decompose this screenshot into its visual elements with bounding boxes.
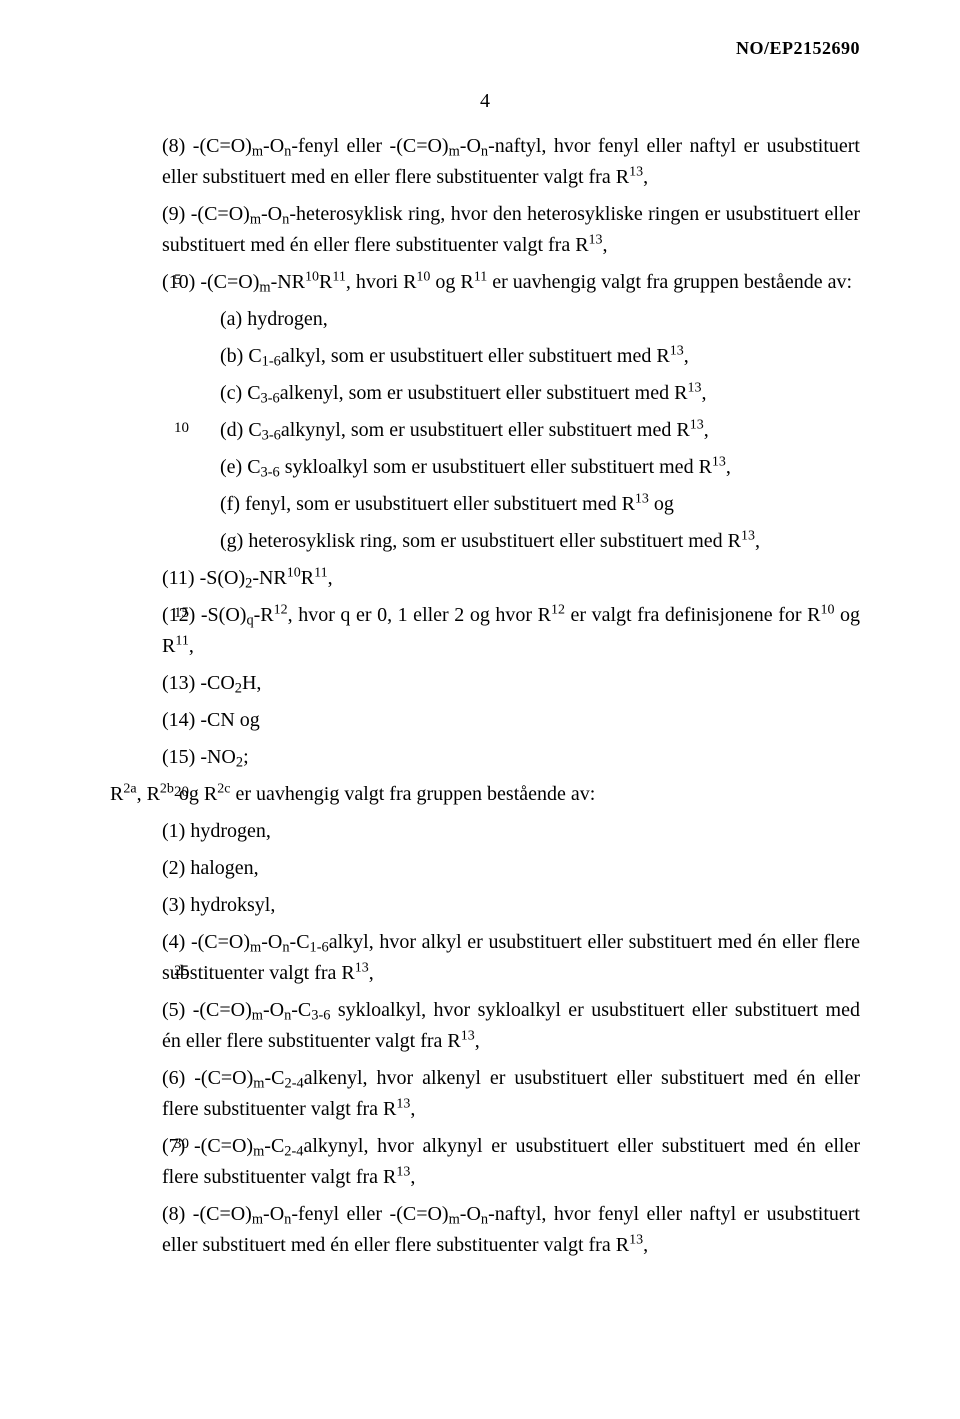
para-r2: R2a, R2b og R2c er uavhengig valgt fra g… — [110, 779, 860, 810]
para-c: (c) C3-6alkenyl, som er usubstituert ell… — [110, 378, 860, 409]
para-9: (9) -(C=O)m-On-heterosyklisk ring, hvor … — [110, 199, 860, 261]
para-13: (13) -CO2H, — [110, 668, 860, 699]
para-e: (e) C3-6 sykloalkyl som er usubstituert … — [110, 452, 860, 483]
para-q3: (3) hydroksyl, — [110, 890, 860, 921]
para-12: (12) -S(O)q-R12, hvor q er 0, 1 eller 2 … — [110, 600, 860, 662]
line-marker-25: 25 — [174, 960, 189, 983]
doc-id: NO/EP2152690 — [736, 38, 860, 59]
line-marker-5: 5 — [174, 269, 182, 292]
content: (8) -(C=O)m-On-fenyl eller -(C=O)m-On-na… — [110, 131, 860, 1261]
para-8: (8) -(C=O)m-On-fenyl eller -(C=O)m-On-na… — [110, 131, 860, 193]
para-q5: (5) -(C=O)m-On-C3-6 sykloalkyl, hvor syk… — [110, 995, 860, 1057]
para-q7: (7) -(C=O)m-C2-4alkynyl, hvor alkynyl er… — [110, 1131, 860, 1193]
para-d: (d) C3-6alkynyl, som er usubstituert ell… — [110, 415, 860, 446]
para-q4: (4) -(C=O)m-On-C1-6alkyl, hvor alkyl er … — [110, 927, 860, 989]
para-g: (g) heterosyklisk ring, som er usubstitu… — [110, 526, 860, 557]
para-q1: (1) hydrogen, — [110, 816, 860, 847]
line-marker-10: 10 — [174, 417, 189, 440]
para-15: (15) -NO2; — [110, 742, 860, 773]
line-marker-30: 30 — [174, 1133, 189, 1156]
para-q6: (6) -(C=O)m-C2-4alkenyl, hvor alkenyl er… — [110, 1063, 860, 1125]
para-q2: (2) halogen, — [110, 853, 860, 884]
page-number: 4 — [110, 90, 860, 113]
para-11: (11) -S(O)2-NR10R11, — [110, 563, 860, 594]
page: NO/EP2152690 4 (8) -(C=O)m-On-fenyl elle… — [0, 0, 960, 1419]
para-f: (f) fenyl, som er usubstituert eller sub… — [110, 489, 860, 520]
para-a: (a) hydrogen, — [110, 304, 860, 335]
line-marker-15: 15 — [174, 602, 189, 625]
para-14: (14) -CN og — [110, 705, 860, 736]
line-marker-20: 20 — [174, 781, 189, 804]
para-10: (10) -(C=O)m-NR10R11, hvori R10 og R11 e… — [110, 267, 860, 298]
para-q8: (8) -(C=O)m-On-fenyl eller -(C=O)m-On-na… — [110, 1199, 860, 1261]
para-b: (b) C1-6alkyl, som er usubstituert eller… — [110, 341, 860, 372]
